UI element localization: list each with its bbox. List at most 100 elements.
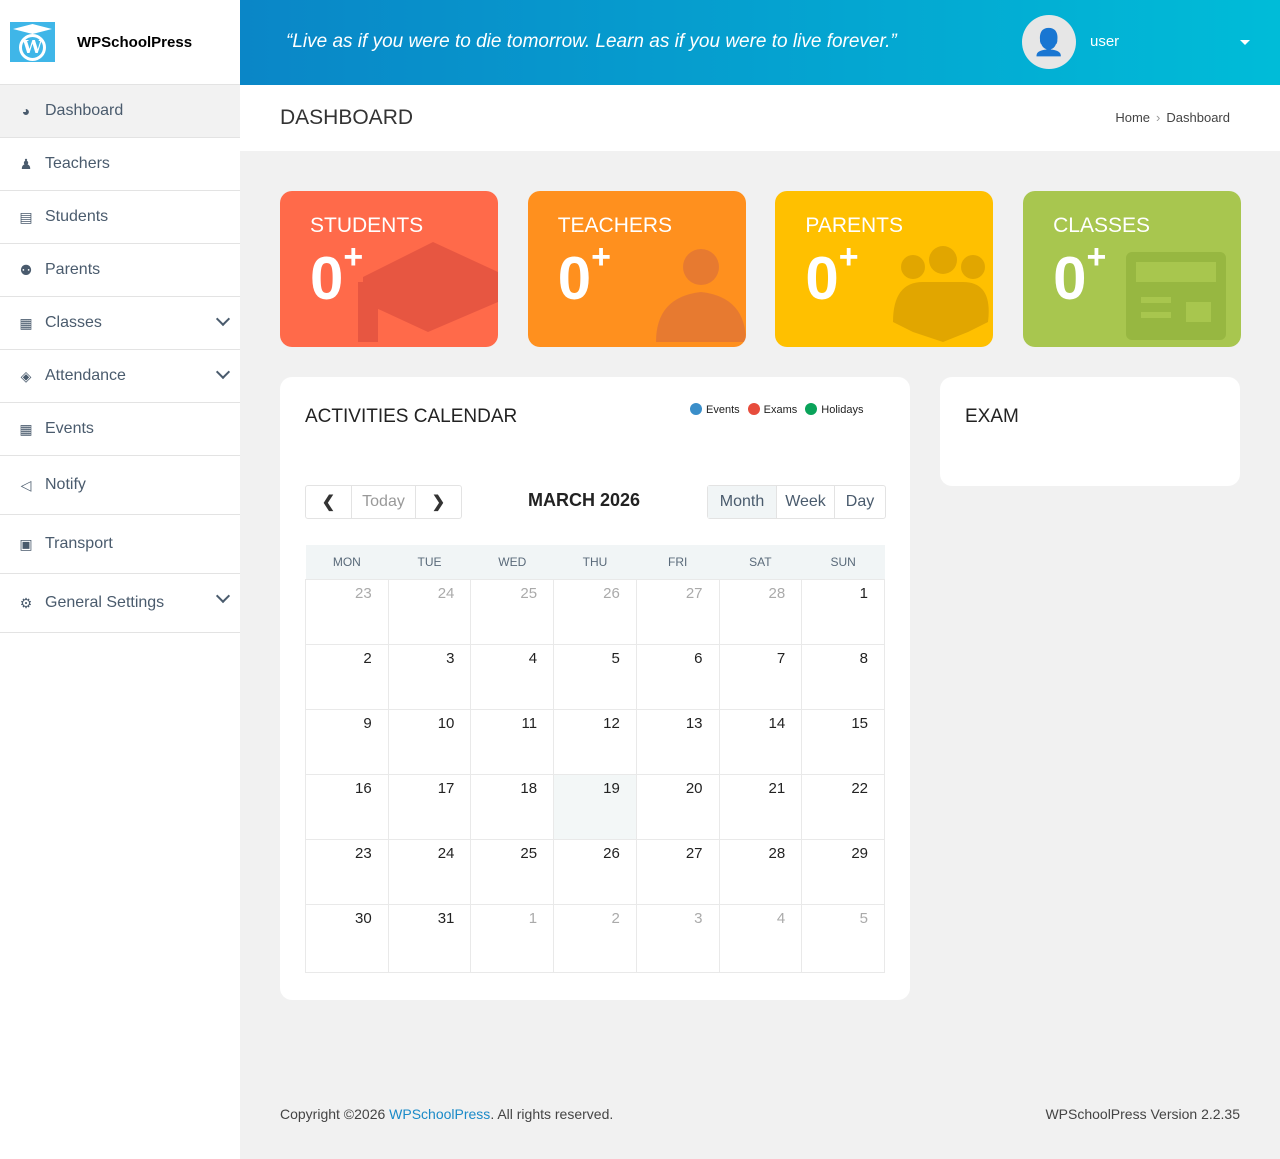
sidebar-item-label: Students (45, 208, 109, 225)
sidebar-item-students[interactable]: ▤ Students (0, 191, 240, 244)
calendar-day[interactable]: 24 (387, 838, 472, 905)
breadcrumb-current: Dashboard (1166, 110, 1230, 125)
sidebar-item-parents[interactable]: ⚉ Parents (0, 244, 240, 297)
calendar-day[interactable]: 9 (305, 708, 389, 775)
sidebar-item-classes[interactable]: ▦ Classes (0, 297, 240, 350)
stat-card-teachers[interactable]: TEACHERS 0+ (527, 191, 746, 347)
sidebar-item-transport[interactable]: ▣ Transport (0, 515, 240, 574)
calendar-day[interactable]: 10 (387, 708, 472, 775)
weekday-header: THU (553, 545, 637, 579)
weekday-header: WED (470, 545, 554, 579)
logo: W (10, 22, 55, 62)
calendar-day[interactable]: 28 (718, 838, 803, 905)
calendar-day[interactable]: 26 (553, 838, 637, 905)
top-header: “Live as if you were to die tomorrow. Le… (240, 0, 1280, 85)
teacher-icon (646, 242, 746, 347)
sidebar-item-teachers[interactable]: ♟ Teachers (0, 138, 240, 191)
calendar-day[interactable]: 11 (470, 708, 555, 775)
calendar-day[interactable]: 18 (470, 773, 555, 840)
sidebar-item-label: Dashboard (45, 102, 124, 119)
calendar-day[interactable]: 3 (635, 903, 720, 973)
avatar[interactable]: 👤 (1022, 15, 1076, 69)
calendar-day[interactable]: 12 (553, 708, 637, 775)
calendar-week: 30 31 1 2 3 4 5 (305, 903, 885, 973)
sidebar-item-attendance[interactable]: ◈ Attendance (0, 350, 240, 403)
calendar-day[interactable]: 13 (635, 708, 720, 775)
calendar-day[interactable]: 29 (801, 838, 885, 905)
megaphone-icon: ◁ (20, 476, 32, 493)
stat-card-value: 0+ (805, 238, 858, 313)
stat-card-parents[interactable]: PARENTS 0+ (775, 191, 994, 347)
user-icon: 👤 (1032, 26, 1066, 57)
legend-dot-icon (747, 403, 760, 415)
caret-down-icon[interactable] (1240, 40, 1250, 45)
sidebar-item-dashboard[interactable]: ◕ Dashboard (0, 85, 240, 138)
gear-icon: ⚙ (19, 594, 33, 611)
calendar-day[interactable]: 25 (470, 838, 555, 905)
calendar-day-today[interactable]: 19 (553, 773, 637, 840)
footer-link[interactable]: WPSchoolPress (389, 1106, 491, 1122)
calendar-day[interactable]: 25 (470, 578, 555, 645)
sidebar-item-label: General Settings (45, 594, 165, 611)
calendar-panel: ACTIVITIES CALENDAR Events Exams Holidays … (280, 377, 910, 1000)
calendar-day[interactable]: 27 (635, 578, 720, 645)
calendar-day[interactable]: 31 (387, 903, 472, 973)
prev-button[interactable]: ❮ (306, 486, 352, 518)
legend-label: Exams (763, 404, 798, 416)
calendar-day[interactable]: 3 (387, 643, 472, 710)
calendar-day[interactable]: 5 (801, 903, 885, 973)
stat-card-label: TEACHERS (557, 214, 673, 237)
calendar-day[interactable]: 1 (470, 903, 555, 973)
stat-card-classes[interactable]: CLASSES 0+ (1023, 191, 1242, 347)
calendar-day[interactable]: 2 (305, 643, 389, 710)
calendar-day[interactable]: 22 (801, 773, 885, 840)
month-label: MARCH 2026 (528, 490, 641, 510)
chevron-down-icon[interactable] (215, 364, 231, 380)
user-name[interactable]: user (1090, 33, 1120, 50)
attendance-icon: ◈ (20, 367, 32, 384)
view-week-button[interactable]: Week (777, 486, 835, 518)
bus-icon: ▣ (19, 535, 33, 552)
calendar-day[interactable]: 15 (801, 708, 885, 775)
calendar-day[interactable]: 23 (305, 578, 389, 645)
calendar-day[interactable]: 2 (553, 903, 637, 973)
today-button[interactable]: Today (352, 486, 416, 518)
calendar-day[interactable]: 26 (553, 578, 637, 645)
exam-panel: EXAM (940, 377, 1240, 486)
stat-card-value: 0+ (1053, 238, 1106, 313)
calendar-day[interactable]: 23 (305, 838, 389, 905)
stat-suffix: + (591, 238, 611, 276)
brand[interactable]: W WPSchoolPress (0, 0, 240, 85)
version: WPSchoolPress Version 2.2.35 (1045, 1106, 1240, 1122)
calendar-day[interactable]: 4 (470, 643, 555, 710)
sidebar-item-label: Attendance (45, 367, 126, 384)
sidebar-item-notify[interactable]: ◁ Notify (0, 456, 240, 515)
calendar-day[interactable]: 20 (635, 773, 720, 840)
view-day-button[interactable]: Day (845, 493, 875, 510)
calendar-day[interactable]: 1 (801, 578, 885, 645)
sidebar-item-general-settings[interactable]: ⚙ General Settings (0, 574, 240, 633)
calendar-day[interactable]: 17 (387, 773, 472, 840)
calendar-day[interactable]: 5 (553, 643, 637, 710)
chevron-down-icon[interactable] (215, 588, 231, 604)
view-month-button[interactable]: Month (708, 486, 777, 518)
calendar-day[interactable]: 4 (718, 903, 803, 973)
copyright-text: Copyright ©2026 (280, 1106, 390, 1122)
calendar-day[interactable]: 21 (718, 773, 803, 840)
calendar-day[interactable]: 8 (801, 643, 885, 710)
breadcrumb-home[interactable]: Home (1115, 110, 1151, 125)
calendar-day[interactable]: 7 (718, 643, 803, 710)
stat-card-students[interactable]: STUDENTS 0+ (280, 191, 498, 347)
sidebar-item-events[interactable]: ▦ Events (0, 403, 240, 456)
next-button[interactable]: ❯ (431, 494, 446, 511)
calendar-title: ACTIVITIES CALENDAR (305, 406, 518, 427)
calendar-day[interactable]: 16 (305, 773, 389, 840)
calendar-day[interactable]: 14 (718, 708, 803, 775)
calendar-day[interactable]: 28 (718, 578, 803, 645)
sidebar-item-label: Teachers (45, 155, 110, 172)
calendar-day[interactable]: 27 (635, 838, 720, 905)
chevron-down-icon[interactable] (215, 311, 231, 327)
calendar-day[interactable]: 30 (305, 903, 389, 973)
calendar-day[interactable]: 24 (387, 578, 472, 645)
calendar-day[interactable]: 6 (635, 643, 720, 710)
